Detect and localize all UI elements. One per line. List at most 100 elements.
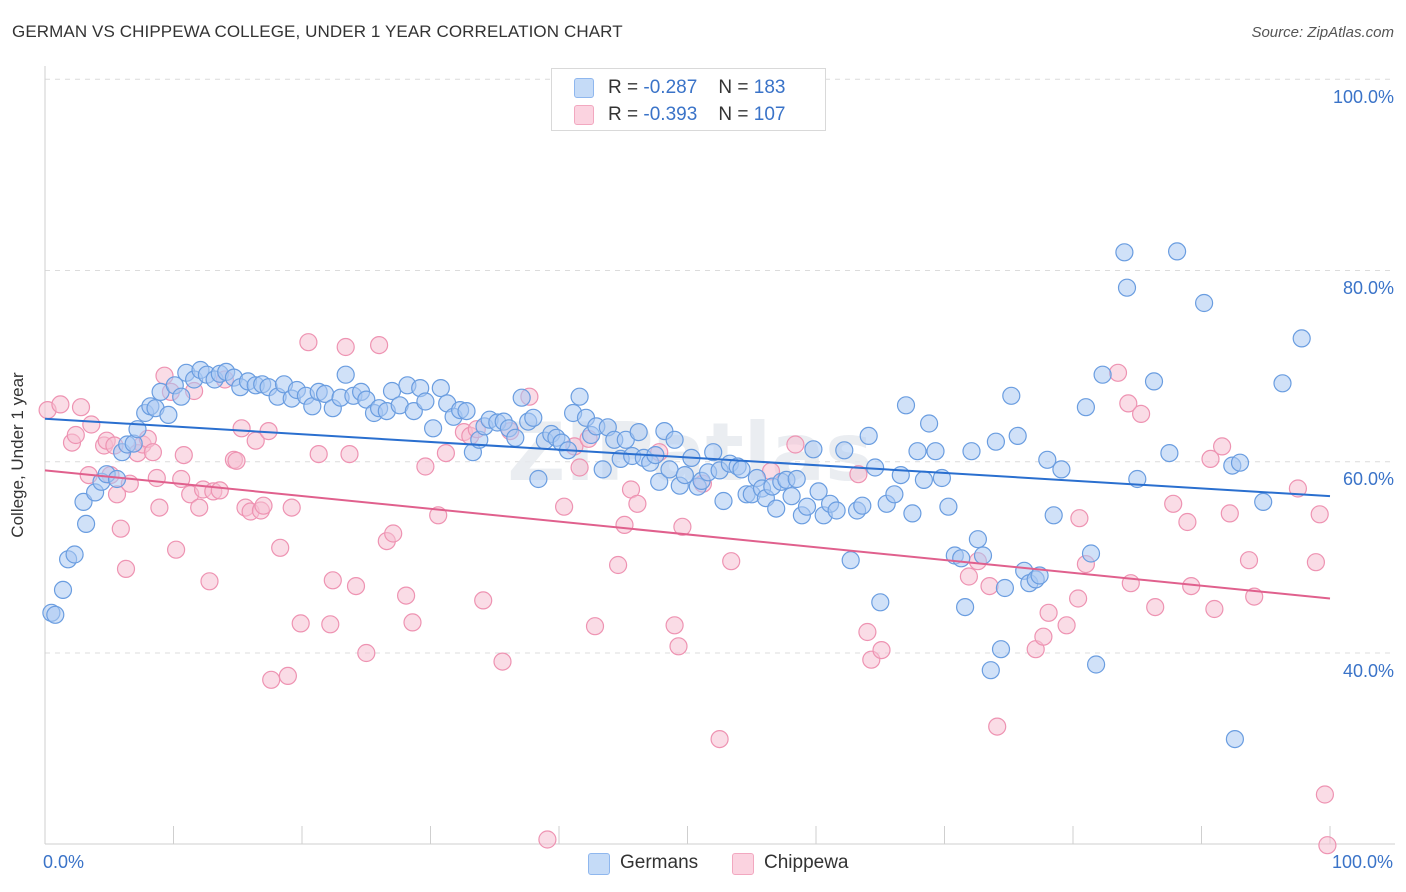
- german-point: [675, 466, 695, 485]
- r-value-germans: -0.287: [643, 77, 698, 98]
- n-label: N =: [718, 77, 749, 98]
- german-point: [903, 504, 922, 523]
- chippewa-point: [416, 457, 435, 476]
- german-point: [46, 605, 65, 624]
- german-point: [939, 497, 958, 516]
- german-point: [1008, 426, 1027, 445]
- german-point: [660, 460, 679, 479]
- german-point: [714, 491, 733, 511]
- german-point: [357, 390, 376, 409]
- chippewa-point: [1034, 627, 1053, 646]
- y-tick-40: 40.0%: [1342, 661, 1394, 681]
- german-point: [926, 442, 945, 461]
- german-point: [524, 408, 543, 427]
- chippewa-point: [357, 643, 376, 663]
- german-point: [853, 496, 872, 515]
- chippewa-point: [429, 506, 448, 525]
- german-point: [767, 499, 786, 518]
- x-tick-0: 0.0%: [43, 852, 85, 872]
- german-point: [1230, 453, 1250, 472]
- r-label: R =: [608, 104, 639, 125]
- german-point: [76, 514, 96, 534]
- chippewa-trend-line: [44, 469, 1331, 600]
- chippewa-point: [321, 615, 340, 634]
- german-point: [1292, 329, 1311, 348]
- chippewa-point: [167, 540, 186, 559]
- german-point: [172, 387, 191, 406]
- german-point: [885, 485, 904, 504]
- german-point: [416, 392, 435, 411]
- chippewa-swatch: [574, 105, 594, 125]
- chippewa-point: [150, 498, 169, 517]
- chippewa-point: [980, 576, 999, 596]
- german-point: [1225, 729, 1245, 749]
- german-point: [835, 441, 854, 460]
- n-value-chippewa: 107: [753, 104, 786, 125]
- german-point: [1044, 506, 1063, 525]
- chippewa-point: [1057, 616, 1076, 635]
- german-point: [804, 440, 823, 459]
- german-point: [908, 442, 927, 461]
- chippewa-point: [1164, 494, 1183, 513]
- german-point: [424, 419, 443, 438]
- german-point: [650, 472, 669, 491]
- chippewa-point: [554, 497, 574, 516]
- chippewa-point: [282, 498, 301, 517]
- chippewa-point: [1310, 505, 1329, 524]
- chippewa-point: [959, 567, 979, 586]
- chippewa-point: [710, 729, 729, 749]
- chippewa-legend-swatch: [732, 853, 754, 875]
- german-point: [787, 469, 806, 489]
- chippewa-point: [323, 571, 342, 590]
- chippewa-point: [82, 415, 101, 434]
- chippewa-point: [628, 494, 647, 513]
- german-point: [1086, 655, 1106, 674]
- x-tick-100: 100.0%: [1331, 852, 1393, 872]
- chippewa-point: [493, 652, 512, 671]
- german-point: [1144, 372, 1164, 391]
- chippewa-point: [71, 398, 91, 417]
- german-point: [986, 432, 1006, 451]
- german-point: [570, 387, 589, 406]
- chippewa-point: [291, 614, 310, 633]
- chippewa-point: [538, 830, 557, 849]
- chippewa-point: [669, 637, 688, 656]
- german-point: [506, 428, 525, 447]
- german-point: [1002, 386, 1021, 405]
- y-tick-80: 80.0%: [1342, 278, 1394, 298]
- chippewa-point: [1288, 479, 1308, 498]
- chippewa-point: [1201, 449, 1220, 468]
- chippewa-point: [1315, 785, 1335, 804]
- chippewa-point: [1146, 597, 1165, 617]
- chippewa-point: [271, 538, 290, 557]
- german-point: [1081, 544, 1101, 563]
- chippewa-point: [143, 443, 162, 462]
- chippewa-point: [585, 617, 605, 636]
- german-point: [1194, 293, 1214, 313]
- chippewa-point: [436, 444, 455, 463]
- german-point: [704, 443, 723, 462]
- chippewa-point: [615, 515, 634, 535]
- chippewa-point: [397, 586, 416, 605]
- chippewa-point: [849, 465, 868, 484]
- chippewa-point: [1068, 589, 1088, 608]
- german-point: [871, 593, 890, 612]
- r-value-chippewa: -0.393: [643, 104, 698, 125]
- chippewa-point: [278, 666, 297, 686]
- chippewa-point: [1220, 504, 1239, 523]
- y-tick-60: 60.0%: [1342, 469, 1394, 489]
- german-point: [1273, 374, 1292, 393]
- axes: [44, 66, 1395, 845]
- chippewa-point: [309, 445, 328, 464]
- y-tick-100: 100.0%: [1332, 87, 1394, 107]
- german-point: [159, 405, 178, 424]
- chippewa-point: [299, 333, 318, 352]
- chippewa-point: [1212, 437, 1232, 456]
- chippewa-point: [1108, 363, 1128, 382]
- chippewa-point: [1119, 394, 1138, 413]
- chippewa-point: [210, 481, 229, 500]
- german-point: [955, 597, 975, 617]
- chippewa-point: [608, 555, 628, 575]
- chippewa-point: [988, 717, 1007, 736]
